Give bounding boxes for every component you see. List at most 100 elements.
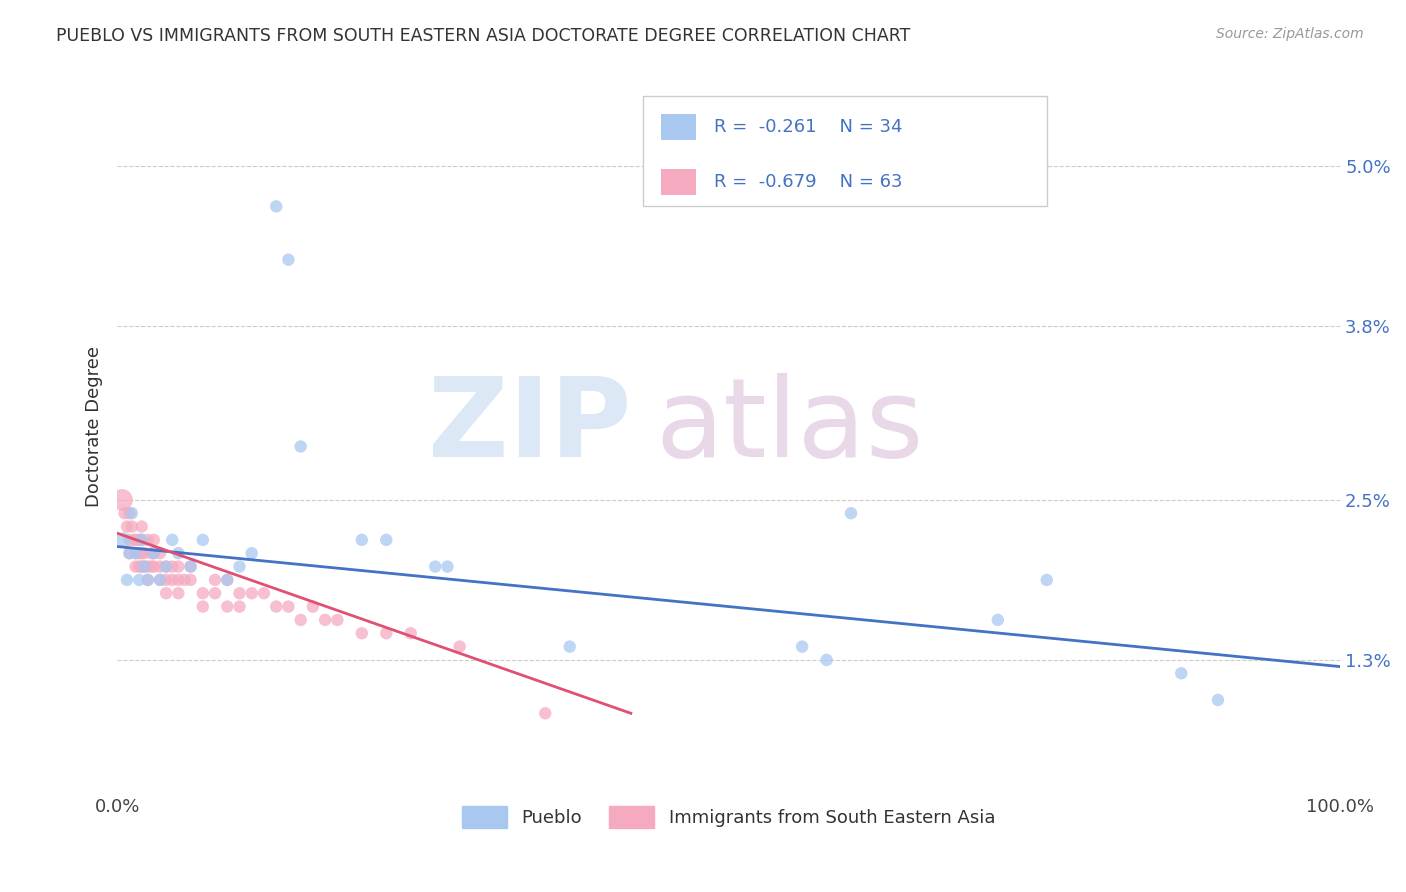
Point	[118, 546, 141, 560]
Point	[132, 559, 155, 574]
Point	[160, 573, 183, 587]
Point	[131, 546, 153, 560]
Point	[436, 559, 458, 574]
Point	[128, 533, 150, 547]
Point	[124, 546, 146, 560]
Point	[180, 559, 202, 574]
Point	[314, 613, 336, 627]
Point	[449, 640, 471, 654]
Point	[131, 533, 153, 547]
Point	[136, 573, 159, 587]
Point	[155, 559, 177, 574]
Point	[131, 519, 153, 533]
Point	[131, 559, 153, 574]
Y-axis label: Doctorate Degree: Doctorate Degree	[86, 346, 103, 507]
Point	[111, 492, 134, 507]
Point	[149, 559, 172, 574]
Point	[155, 586, 177, 600]
Legend: Pueblo, Immigrants from South Eastern Asia: Pueblo, Immigrants from South Eastern As…	[454, 799, 1002, 836]
Point	[534, 706, 557, 721]
Point	[240, 546, 263, 560]
Point	[191, 599, 214, 614]
Point	[191, 586, 214, 600]
Point	[132, 559, 155, 574]
Point	[141, 546, 163, 560]
Point	[350, 533, 373, 547]
Point	[173, 573, 195, 587]
Point	[142, 559, 165, 574]
Point	[142, 546, 165, 560]
FancyBboxPatch shape	[643, 96, 1046, 206]
Point	[290, 613, 312, 627]
Point	[136, 559, 159, 574]
Point	[115, 573, 138, 587]
Point	[350, 626, 373, 640]
Point	[264, 599, 287, 614]
Point	[155, 573, 177, 587]
Point	[425, 559, 447, 574]
Text: R =  -0.679    N = 63: R = -0.679 N = 63	[714, 173, 903, 191]
Point	[277, 252, 299, 267]
Point	[167, 546, 190, 560]
Point	[180, 559, 202, 574]
Point	[204, 586, 226, 600]
Point	[167, 573, 190, 587]
Point	[136, 573, 159, 587]
Point	[228, 599, 250, 614]
Text: ZIP: ZIP	[427, 373, 631, 480]
Point	[240, 586, 263, 600]
Point	[132, 546, 155, 560]
Point	[141, 559, 163, 574]
Point	[128, 573, 150, 587]
Text: Source: ZipAtlas.com: Source: ZipAtlas.com	[1216, 27, 1364, 41]
Point	[1170, 666, 1192, 681]
Point	[1206, 693, 1229, 707]
Point	[399, 626, 422, 640]
Point	[121, 506, 143, 520]
Point	[204, 573, 226, 587]
Point	[375, 626, 398, 640]
Point	[149, 546, 172, 560]
Point	[790, 640, 813, 654]
Point	[277, 599, 299, 614]
Point	[228, 559, 250, 574]
Text: R =  -0.261    N = 34: R = -0.261 N = 34	[714, 118, 903, 136]
Point	[217, 599, 239, 614]
Point	[155, 559, 177, 574]
Point	[815, 653, 838, 667]
Point	[217, 573, 239, 587]
Point	[118, 533, 141, 547]
Point	[160, 559, 183, 574]
Point	[326, 613, 349, 627]
Point	[149, 573, 172, 587]
Point	[124, 559, 146, 574]
Point	[1035, 573, 1057, 587]
Point	[142, 546, 165, 560]
Point	[142, 533, 165, 547]
Point	[128, 546, 150, 560]
Text: atlas: atlas	[655, 373, 924, 480]
Point	[136, 533, 159, 547]
Point	[121, 519, 143, 533]
Point	[160, 533, 183, 547]
Point	[839, 506, 862, 520]
Point	[118, 546, 141, 560]
Point	[302, 599, 325, 614]
Point	[180, 573, 202, 587]
Point	[131, 533, 153, 547]
Point	[128, 559, 150, 574]
Point	[149, 573, 172, 587]
Point	[124, 533, 146, 547]
Point	[124, 546, 146, 560]
Text: PUEBLO VS IMMIGRANTS FROM SOUTH EASTERN ASIA DOCTORATE DEGREE CORRELATION CHART: PUEBLO VS IMMIGRANTS FROM SOUTH EASTERN …	[56, 27, 911, 45]
Point	[167, 559, 190, 574]
Point	[375, 533, 398, 547]
Point	[124, 533, 146, 547]
Bar	[661, 169, 696, 195]
Point	[264, 199, 287, 213]
Point	[167, 586, 190, 600]
Point	[115, 519, 138, 533]
Point	[558, 640, 581, 654]
Point	[987, 613, 1010, 627]
Point	[118, 506, 141, 520]
